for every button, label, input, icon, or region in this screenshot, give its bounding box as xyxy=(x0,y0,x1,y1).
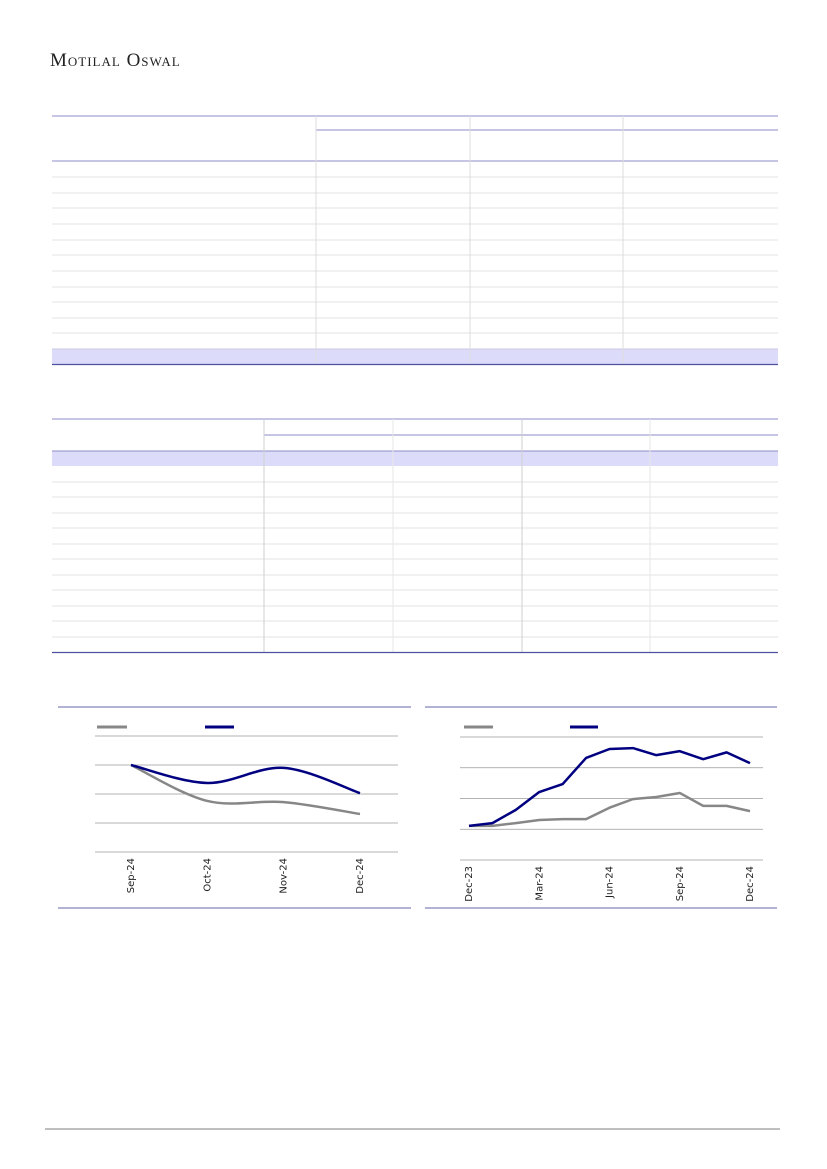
logo: Motilal Oswal xyxy=(50,50,181,71)
line-series xyxy=(130,763,361,816)
x-tick-label: Nov-24 xyxy=(279,858,290,894)
table-highlight-row xyxy=(52,451,778,466)
x-tick-label: Sep-24 xyxy=(126,858,137,893)
x-tick-label: Sep-24 xyxy=(675,866,686,901)
table-highlight-row xyxy=(52,349,778,364)
x-tick-label: Dec-23 xyxy=(464,866,475,902)
x-tick-label: Jun-24 xyxy=(605,866,616,899)
line-series xyxy=(469,791,751,828)
x-tick-label: Dec-24 xyxy=(355,858,366,894)
x-tick-label: Dec-24 xyxy=(745,866,756,902)
line-series xyxy=(130,763,361,795)
x-tick-label: Oct-24 xyxy=(202,858,213,892)
line-series xyxy=(468,746,751,828)
x-tick-label: Mar-24 xyxy=(534,866,545,901)
